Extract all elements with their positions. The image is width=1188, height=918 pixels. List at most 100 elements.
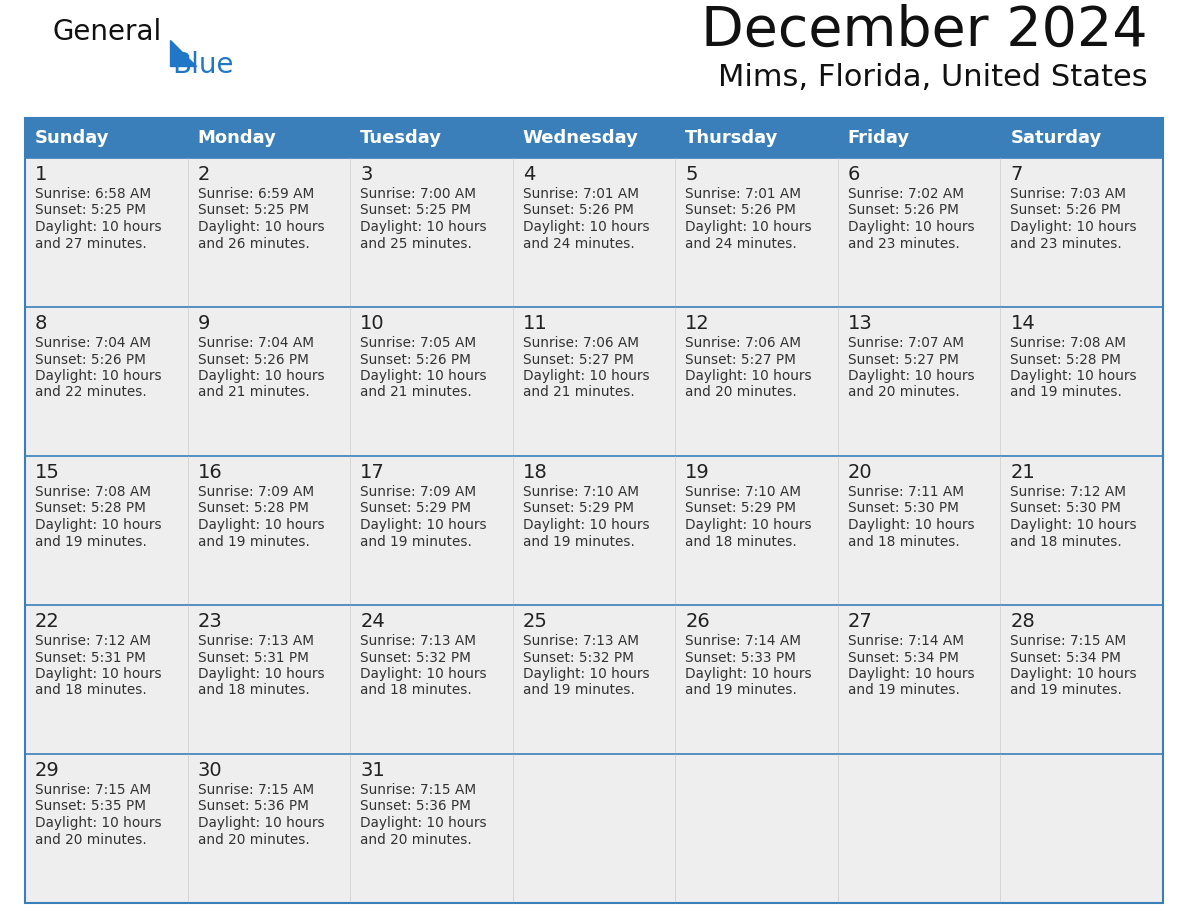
Text: Sunrise: 7:02 AM: Sunrise: 7:02 AM: [848, 187, 963, 201]
Text: Sunset: 5:26 PM: Sunset: 5:26 PM: [1011, 204, 1121, 218]
Text: 9: 9: [197, 314, 210, 333]
Bar: [675, 118, 838, 158]
Text: Daylight: 10 hours: Daylight: 10 hours: [685, 667, 811, 681]
Text: and 21 minutes.: and 21 minutes.: [360, 386, 472, 399]
Text: Sunset: 5:29 PM: Sunset: 5:29 PM: [360, 501, 472, 516]
Text: 3: 3: [360, 165, 373, 184]
Text: 14: 14: [1011, 314, 1035, 333]
Text: Daylight: 10 hours: Daylight: 10 hours: [523, 220, 650, 234]
Text: Sunrise: 7:14 AM: Sunrise: 7:14 AM: [685, 634, 801, 648]
Text: Saturday: Saturday: [1011, 129, 1101, 147]
Text: Daylight: 10 hours: Daylight: 10 hours: [848, 369, 974, 383]
Text: and 19 minutes.: and 19 minutes.: [848, 684, 960, 698]
Text: Daylight: 10 hours: Daylight: 10 hours: [685, 518, 811, 532]
Bar: [25, 307, 1163, 456]
Text: Daylight: 10 hours: Daylight: 10 hours: [34, 816, 162, 830]
Text: 12: 12: [685, 314, 710, 333]
Text: 24: 24: [360, 612, 385, 631]
Text: Sunset: 5:31 PM: Sunset: 5:31 PM: [34, 651, 146, 665]
Text: Sunrise: 7:07 AM: Sunrise: 7:07 AM: [848, 336, 963, 350]
Text: Daylight: 10 hours: Daylight: 10 hours: [523, 518, 650, 532]
Text: Daylight: 10 hours: Daylight: 10 hours: [848, 667, 974, 681]
Text: December 2024: December 2024: [701, 4, 1148, 58]
Text: Sunrise: 7:15 AM: Sunrise: 7:15 AM: [360, 783, 476, 797]
Text: Sunrise: 7:09 AM: Sunrise: 7:09 AM: [197, 485, 314, 499]
Text: 17: 17: [360, 463, 385, 482]
Text: and 21 minutes.: and 21 minutes.: [197, 386, 309, 399]
Text: 10: 10: [360, 314, 385, 333]
Bar: [1000, 118, 1163, 158]
Text: 21: 21: [1011, 463, 1035, 482]
Text: Sunset: 5:34 PM: Sunset: 5:34 PM: [1011, 651, 1121, 665]
Bar: [25, 118, 1163, 903]
Text: 15: 15: [34, 463, 59, 482]
Text: Sunrise: 7:13 AM: Sunrise: 7:13 AM: [197, 634, 314, 648]
Text: Sunrise: 7:10 AM: Sunrise: 7:10 AM: [685, 485, 801, 499]
Text: 5: 5: [685, 165, 697, 184]
Text: Daylight: 10 hours: Daylight: 10 hours: [34, 518, 162, 532]
Text: and 19 minutes.: and 19 minutes.: [685, 684, 797, 698]
Text: Sunrise: 7:08 AM: Sunrise: 7:08 AM: [34, 485, 151, 499]
Text: Sunrise: 6:59 AM: Sunrise: 6:59 AM: [197, 187, 314, 201]
Text: and 21 minutes.: and 21 minutes.: [523, 386, 634, 399]
Text: and 26 minutes.: and 26 minutes.: [197, 237, 309, 251]
Text: Sunrise: 7:15 AM: Sunrise: 7:15 AM: [1011, 634, 1126, 648]
Text: and 22 minutes.: and 22 minutes.: [34, 386, 147, 399]
Text: Sunrise: 7:04 AM: Sunrise: 7:04 AM: [34, 336, 151, 350]
Text: 1: 1: [34, 165, 48, 184]
Text: Sunset: 5:26 PM: Sunset: 5:26 PM: [848, 204, 959, 218]
Text: 16: 16: [197, 463, 222, 482]
Text: 20: 20: [848, 463, 872, 482]
Text: and 23 minutes.: and 23 minutes.: [848, 237, 960, 251]
Text: 29: 29: [34, 761, 59, 780]
Text: and 19 minutes.: and 19 minutes.: [523, 534, 634, 548]
Text: Sunrise: 7:08 AM: Sunrise: 7:08 AM: [1011, 336, 1126, 350]
Text: and 24 minutes.: and 24 minutes.: [523, 237, 634, 251]
Text: Sunset: 5:32 PM: Sunset: 5:32 PM: [523, 651, 633, 665]
Text: Daylight: 10 hours: Daylight: 10 hours: [1011, 667, 1137, 681]
Text: Sunrise: 7:05 AM: Sunrise: 7:05 AM: [360, 336, 476, 350]
Text: and 19 minutes.: and 19 minutes.: [360, 534, 472, 548]
Text: Sunset: 5:35 PM: Sunset: 5:35 PM: [34, 800, 146, 813]
Text: 8: 8: [34, 314, 48, 333]
Text: Sunrise: 7:15 AM: Sunrise: 7:15 AM: [34, 783, 151, 797]
Text: Sunset: 5:29 PM: Sunset: 5:29 PM: [523, 501, 633, 516]
Text: Sunday: Sunday: [34, 129, 109, 147]
Text: Sunrise: 7:12 AM: Sunrise: 7:12 AM: [1011, 485, 1126, 499]
Bar: [25, 118, 188, 158]
Text: Thursday: Thursday: [685, 129, 778, 147]
Text: and 20 minutes.: and 20 minutes.: [197, 833, 309, 846]
Text: 30: 30: [197, 761, 222, 780]
Text: Wednesday: Wednesday: [523, 129, 639, 147]
Text: 7: 7: [1011, 165, 1023, 184]
Text: Mims, Florida, United States: Mims, Florida, United States: [719, 63, 1148, 92]
Polygon shape: [170, 40, 196, 66]
Text: and 19 minutes.: and 19 minutes.: [523, 684, 634, 698]
Text: Sunrise: 7:01 AM: Sunrise: 7:01 AM: [685, 187, 801, 201]
Text: Daylight: 10 hours: Daylight: 10 hours: [360, 220, 487, 234]
Text: Sunset: 5:26 PM: Sunset: 5:26 PM: [34, 353, 146, 366]
Text: Sunset: 5:26 PM: Sunset: 5:26 PM: [197, 353, 309, 366]
Text: Daylight: 10 hours: Daylight: 10 hours: [34, 667, 162, 681]
Text: Daylight: 10 hours: Daylight: 10 hours: [685, 220, 811, 234]
Text: 4: 4: [523, 165, 535, 184]
Text: Sunset: 5:27 PM: Sunset: 5:27 PM: [685, 353, 796, 366]
Text: Sunrise: 7:09 AM: Sunrise: 7:09 AM: [360, 485, 476, 499]
Text: and 20 minutes.: and 20 minutes.: [848, 386, 960, 399]
Text: 26: 26: [685, 612, 710, 631]
Text: 22: 22: [34, 612, 59, 631]
Text: Sunrise: 7:01 AM: Sunrise: 7:01 AM: [523, 187, 639, 201]
Text: Tuesday: Tuesday: [360, 129, 442, 147]
Text: Daylight: 10 hours: Daylight: 10 hours: [34, 220, 162, 234]
Text: 11: 11: [523, 314, 548, 333]
Text: 25: 25: [523, 612, 548, 631]
Text: and 23 minutes.: and 23 minutes.: [1011, 237, 1123, 251]
Text: Daylight: 10 hours: Daylight: 10 hours: [197, 369, 324, 383]
Bar: [25, 456, 1163, 605]
Text: 28: 28: [1011, 612, 1035, 631]
Text: and 19 minutes.: and 19 minutes.: [1011, 684, 1123, 698]
Text: and 18 minutes.: and 18 minutes.: [34, 684, 147, 698]
Text: 18: 18: [523, 463, 548, 482]
Text: Sunrise: 7:14 AM: Sunrise: 7:14 AM: [848, 634, 963, 648]
Text: Sunrise: 7:10 AM: Sunrise: 7:10 AM: [523, 485, 639, 499]
